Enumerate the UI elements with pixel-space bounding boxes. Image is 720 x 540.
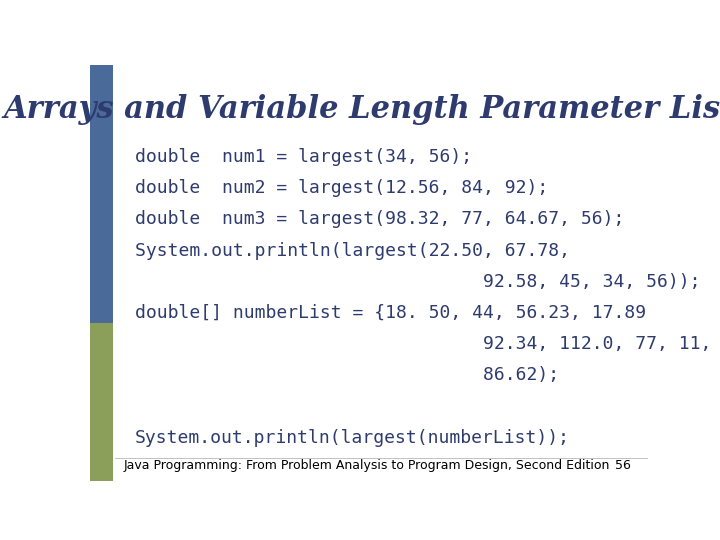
Text: 86.62);: 86.62);: [135, 366, 559, 384]
Text: double  num1 = largest(34, 56);: double num1 = largest(34, 56);: [135, 148, 472, 166]
Text: double  num2 = largest(12.56, 84, 92);: double num2 = largest(12.56, 84, 92);: [135, 179, 548, 197]
Text: 92.58, 45, 34, 56));: 92.58, 45, 34, 56));: [135, 273, 700, 291]
Text: 56: 56: [616, 460, 631, 472]
Text: 92.34, 112.0, 77, 11, 22,: 92.34, 112.0, 77, 11, 22,: [135, 335, 720, 353]
Text: System.out.println(largest(22.50, 67.78,: System.out.println(largest(22.50, 67.78,: [135, 241, 570, 260]
Text: Arrays and Variable Length Parameter List: Arrays and Variable Length Parameter Lis…: [4, 94, 720, 125]
FancyBboxPatch shape: [90, 322, 114, 481]
Text: double[] numberList = {18. 50, 44, 56.23, 17.89: double[] numberList = {18. 50, 44, 56.23…: [135, 304, 646, 322]
Text: double  num3 = largest(98.32, 77, 64.67, 56);: double num3 = largest(98.32, 77, 64.67, …: [135, 210, 624, 228]
Text: Java Programming: From Problem Analysis to Program Design, Second Edition: Java Programming: From Problem Analysis …: [124, 460, 610, 472]
FancyBboxPatch shape: [90, 65, 114, 481]
Text: System.out.println(largest(numberList));: System.out.println(largest(numberList));: [135, 429, 570, 447]
